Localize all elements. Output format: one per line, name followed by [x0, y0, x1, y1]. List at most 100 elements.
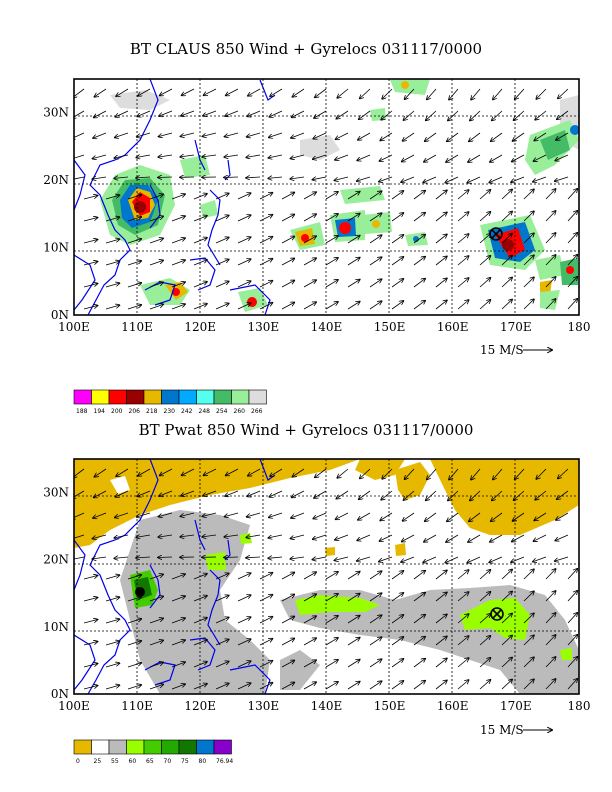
claus-coastlines — [74, 79, 276, 315]
wind-vector — [457, 300, 469, 310]
wind-vector — [567, 255, 577, 266]
wind-vector — [425, 132, 437, 141]
wind-vector — [303, 660, 316, 668]
wind-vector — [303, 214, 316, 222]
wind-vector — [182, 88, 195, 95]
wind-vector — [290, 177, 305, 179]
wind-vector — [545, 591, 556, 602]
claus-colorbar: 188 194 200 206 218 230 242 248 254 260 266 — [73, 389, 267, 415]
wind-vector — [314, 490, 327, 498]
wind-vector — [202, 132, 217, 136]
wind-vector — [171, 596, 185, 602]
wind-vector — [501, 277, 512, 288]
wind-vector — [180, 155, 195, 157]
wind-vector — [137, 110, 151, 117]
wind-vector — [325, 280, 338, 288]
y-tick-label: 30N — [43, 486, 69, 500]
wind-vector — [291, 512, 305, 518]
wind-vector — [513, 132, 525, 141]
wind-vector — [479, 680, 491, 690]
x-tick-label: 170E — [500, 699, 532, 713]
wind-vector — [303, 280, 316, 288]
wind-vector — [281, 638, 294, 646]
wind-vector — [226, 468, 239, 476]
wind-vector — [314, 110, 327, 118]
wind-vector — [292, 88, 305, 97]
wind-vector — [203, 490, 217, 496]
wind-vector — [247, 490, 261, 496]
wind-vector — [159, 110, 173, 116]
wind-vector — [515, 468, 525, 479]
wind-vector — [226, 88, 239, 96]
wind-vector — [360, 88, 371, 99]
wind-vector — [347, 660, 360, 668]
colorbar-swatch — [196, 389, 215, 405]
wind-vector — [94, 490, 107, 498]
wind-vector — [413, 571, 425, 580]
wind-vector — [511, 176, 525, 182]
wind-vector — [105, 685, 120, 690]
wind-vector — [435, 190, 447, 200]
wind-vector — [523, 591, 534, 602]
wind-vector — [391, 615, 403, 624]
wind-vector — [493, 468, 503, 480]
wind-vector — [94, 88, 107, 97]
colorbar-swatch — [108, 739, 127, 755]
wind-vector — [136, 557, 151, 558]
wind-vector — [402, 154, 415, 162]
y-tick-label: 10N — [43, 241, 69, 255]
wind-vector — [479, 614, 491, 624]
wind-vector — [567, 679, 577, 690]
wind-vector — [127, 597, 141, 602]
wind-vector — [313, 154, 327, 159]
wind-vector — [325, 572, 338, 580]
pwat-map-title: BT Pwat 850 Wind + Gyrelocs 031117/0000 — [138, 421, 474, 439]
wind-vector — [512, 154, 525, 162]
wind-vector — [511, 556, 525, 562]
wind-vector — [380, 132, 393, 141]
wind-vector — [427, 468, 437, 480]
wind-vector — [303, 594, 316, 602]
wind-vector — [403, 132, 415, 141]
wind-vector — [457, 592, 469, 602]
wind-vector — [391, 213, 403, 222]
wind-vector — [149, 282, 163, 288]
wind-vector — [247, 132, 261, 137]
wind-vector — [281, 214, 294, 222]
wind-vector — [435, 256, 447, 266]
wind-vector — [514, 110, 525, 120]
wind-vector — [215, 661, 229, 668]
wind-vector — [413, 257, 425, 266]
wind-vector — [545, 657, 556, 668]
wind-vector — [567, 635, 577, 646]
wind-vector — [545, 299, 556, 310]
colorbar-swatch — [213, 389, 232, 405]
wind-vector — [545, 277, 556, 288]
wind-vector — [325, 616, 338, 624]
pwat-shading — [74, 459, 579, 694]
wind-vector — [193, 618, 207, 624]
colorbar-label: 230 — [164, 408, 176, 415]
wind-vector — [105, 663, 120, 668]
wind-vector — [270, 468, 283, 476]
wind-vector — [492, 490, 503, 501]
wind-vector — [391, 681, 403, 690]
wind-vector — [127, 685, 141, 690]
wind-vector — [479, 256, 491, 266]
wind-vector — [479, 300, 491, 310]
wind-vector — [105, 305, 120, 310]
wind-vector — [160, 468, 173, 476]
wind-vector — [303, 258, 316, 266]
wind-vector — [159, 512, 173, 517]
wind-vector — [424, 154, 437, 162]
wind-vector — [114, 154, 129, 158]
wind-vector — [457, 256, 469, 266]
wind-vector — [347, 572, 360, 580]
wind-vector — [457, 570, 469, 580]
claus-y-axis-ticks: 0N 10N 20N 30N — [43, 106, 69, 322]
colorbar-label: 218 — [146, 408, 158, 415]
wind-vector — [457, 614, 469, 624]
wind-vector — [534, 132, 547, 141]
wind-vector — [149, 640, 163, 646]
